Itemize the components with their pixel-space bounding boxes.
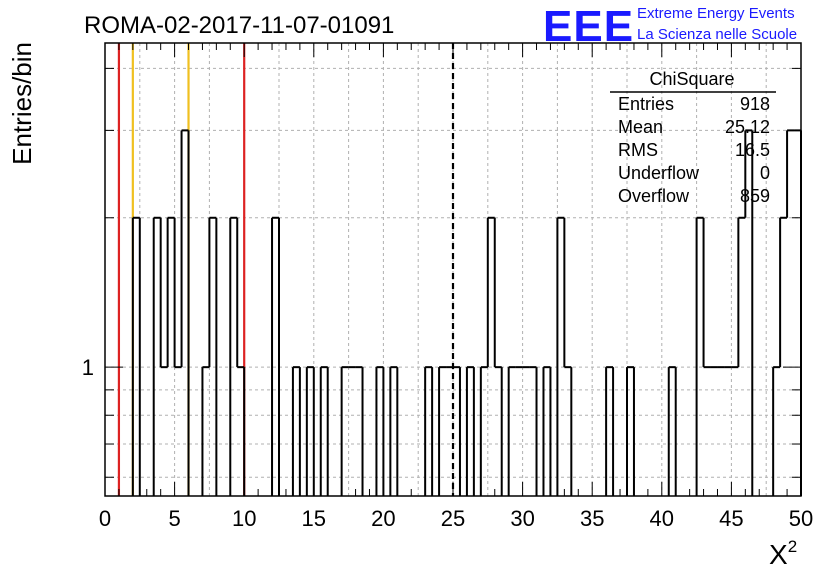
stats-value: 16.5 [735,140,770,160]
org-line-2: La Scienza nelle Scuole [637,26,797,43]
x-tick-label: 30 [510,506,534,531]
stats-value: 0 [760,163,770,183]
org-line-1: Extreme Energy Events [637,5,795,22]
x-tick-label: 10 [232,506,256,531]
axes [104,42,802,497]
x-tick-label: 20 [371,506,395,531]
stats-label: Underflow [618,163,700,183]
x-tick-label: 5 [168,506,180,531]
x-tick-label: 35 [580,506,604,531]
x-tick-label: 15 [302,506,326,531]
histogram [131,129,802,496]
x-tick-label: 25 [441,506,465,531]
stats-value: 859 [740,186,770,206]
y-tick-label: 1 [82,355,94,380]
run-title: ROMA-02-2017-11-07-01091 [84,12,394,39]
x-tick-label: 40 [650,506,674,531]
stats-title: ChiSquare [649,69,734,89]
y-axis-title: Entries/bin [7,42,37,165]
stats-label: Entries [618,94,674,114]
stats-label: RMS [618,140,658,160]
stats-box: ChiSquare Entries 918 Mean 25.12 RMS 16.5 Unde… [610,69,776,206]
stats-label: Overflow [618,186,690,206]
x-tick-label: 0 [99,506,111,531]
stats-value: 25.12 [725,117,770,137]
tick-labels: 0 5 10 15 20 25 30 35 40 45 50 1 [82,355,813,531]
stats-value: 918 [740,94,770,114]
stats-label: Mean [618,117,663,137]
x-axis-title: X2 [769,537,797,570]
x-tick-label: 45 [719,506,743,531]
x-tick-label: 50 [789,506,813,531]
